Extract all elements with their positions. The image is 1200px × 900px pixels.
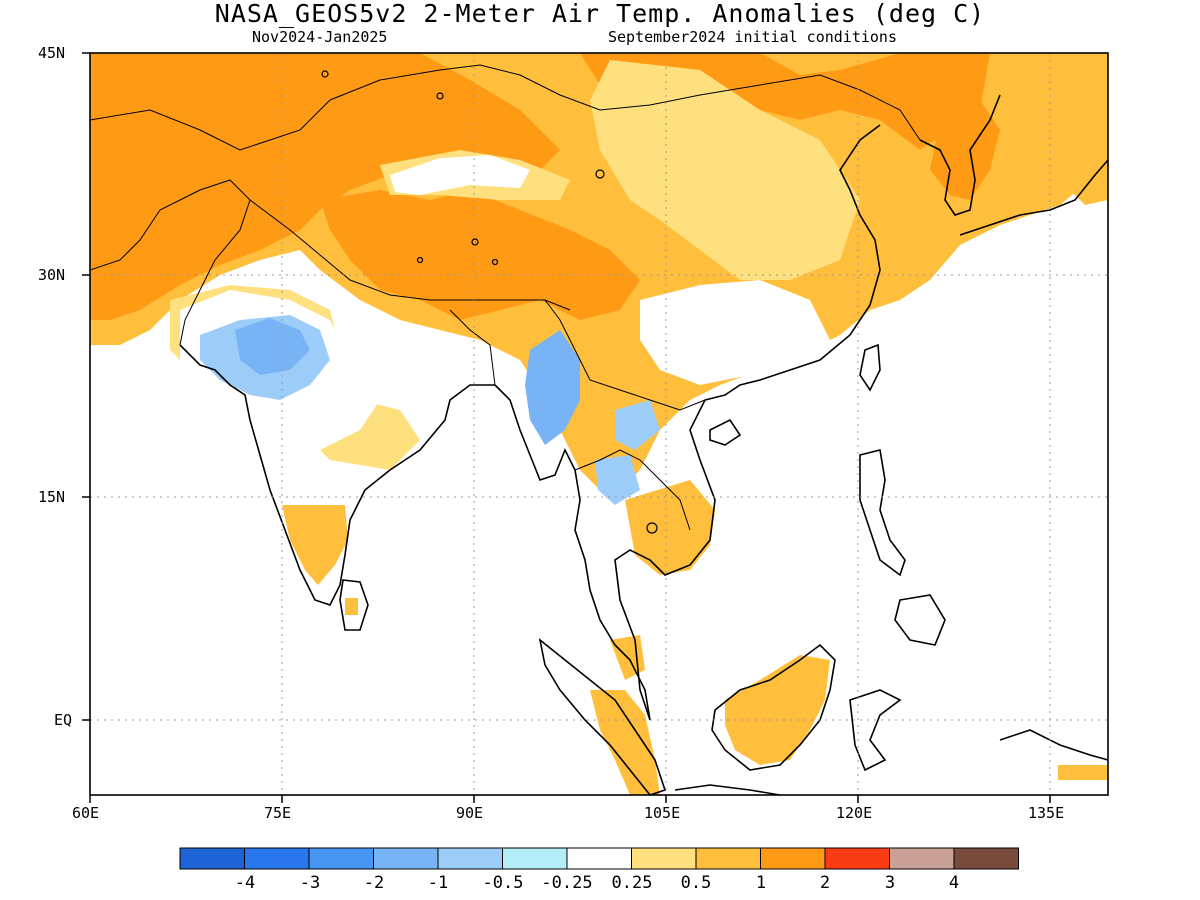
colorbar-label: -0.25 <box>541 873 593 893</box>
coastline-myanmar-thailand <box>494 384 651 721</box>
colorbar-swatch <box>244 847 310 870</box>
axis-ticks <box>82 52 1051 803</box>
colorbar-label: 4 <box>948 873 960 893</box>
colorbar-label: 3 <box>884 873 896 893</box>
initial-conditions: September2024 initial conditions <box>608 28 897 46</box>
lake-tibet-2 <box>416 256 424 264</box>
coastlines <box>179 94 1108 795</box>
coastline-mindanao <box>894 594 946 646</box>
colorbar-label: 1 <box>755 873 767 893</box>
coastline-sumatra <box>538 638 667 795</box>
colorbar-swatch <box>179 847 245 870</box>
anomaly-region-cool-thailand <box>595 455 640 505</box>
anomaly-region-strong-korea <box>930 100 1000 200</box>
anomaly-region-cool-laos <box>615 400 660 450</box>
colorbar-swatch <box>953 847 1019 870</box>
border-himalaya <box>249 199 571 311</box>
colorbar-swatch <box>760 847 826 870</box>
anomaly-region-warm-borneo <box>725 655 830 765</box>
colorbar-swatch <box>889 847 955 870</box>
lon-label-120e: 120E <box>836 804 873 822</box>
lake-tibet-1 <box>471 238 479 246</box>
colorbar-label: -1 <box>427 873 449 893</box>
border-myanmar-china <box>544 299 706 411</box>
colorbar-swatch <box>566 847 632 870</box>
anomaly-region-warm-cambodia <box>625 480 715 575</box>
anomaly-region-cool-myanmar <box>525 330 580 445</box>
lon-label-60e: 60E <box>72 804 100 822</box>
country-borders <box>90 64 921 531</box>
lon-label-135e: 135E <box>1028 804 1065 822</box>
colorbar-label: -0.5 <box>482 873 524 893</box>
anomaly-region-colder-india <box>235 318 310 375</box>
border-iran <box>90 179 251 271</box>
coastline-japan <box>959 159 1108 236</box>
coastline-borneo <box>711 643 836 771</box>
colorbar-label: 0.5 <box>680 873 712 893</box>
map-frame <box>89 52 1109 796</box>
colorbar-swatch <box>824 847 890 870</box>
anomaly-region-warm-png <box>1058 765 1108 780</box>
lake-balkhash <box>321 70 329 78</box>
colorbar-swatch <box>631 847 697 870</box>
colorbar-label: 0.25 <box>611 873 653 893</box>
colorbar-label: -2 <box>363 873 385 893</box>
coastline-taiwan <box>859 343 881 392</box>
coastline-indochina <box>614 124 881 721</box>
colorbar <box>179 847 1019 870</box>
border-indochina-internal <box>574 449 691 531</box>
coastline-korea <box>919 94 1001 216</box>
lat-label-45n: 45N <box>38 44 66 62</box>
title: NASA_GEOS5v2 2-Meter Air Temp. Anomalies… <box>214 0 986 28</box>
lake-baikal-area <box>436 92 444 100</box>
lakes-and-islands <box>321 70 658 534</box>
graticule <box>90 53 1108 795</box>
lat-label-30n: 30N <box>38 266 66 284</box>
anomaly-region-weak-china <box>590 60 860 280</box>
lon-label-75e: 75E <box>264 804 292 822</box>
lon-label-90e: 90E <box>456 804 484 822</box>
colorbar-swatch <box>695 847 761 870</box>
lon-label-105e: 105E <box>644 804 681 822</box>
anomaly-region-strong-sri-lanka <box>345 598 358 615</box>
coastline-java <box>674 784 781 795</box>
lat-label-eq: EQ <box>54 711 73 729</box>
anomaly-region-neutral-tibet <box>390 155 530 195</box>
colorbar-label: 2 <box>819 873 831 893</box>
anomaly-region-warm-south-india <box>282 505 348 585</box>
lat-label-15n: 15N <box>38 488 66 506</box>
lake-tibet-3 <box>491 258 499 266</box>
anomaly-region-neutral-south-china <box>640 280 830 385</box>
border-bangladesh <box>449 309 496 386</box>
lake-tonle-sap <box>646 522 658 534</box>
anomaly-region-warm-japan <box>1070 155 1108 205</box>
forecast-period: Nov2024-Jan2025 <box>252 28 388 46</box>
colorbar-label: -3 <box>299 873 321 893</box>
coastline-hainan <box>709 418 742 446</box>
colorbar-swatch <box>308 847 374 870</box>
anomaly-field <box>90 53 1108 795</box>
colorbar-swatch <box>502 847 568 870</box>
lake-qinghai <box>595 169 605 179</box>
coastline-sri-lanka <box>339 579 369 631</box>
anomaly-region-strong-tibet <box>320 190 640 320</box>
coastline-luzon <box>859 449 906 577</box>
border-central-asia <box>90 99 331 151</box>
colorbar-swatch <box>437 847 503 870</box>
border-india-pakistan <box>179 199 251 346</box>
colorbar-label: -4 <box>234 873 256 893</box>
border-china-north <box>329 64 921 141</box>
coastline-new-guinea <box>999 729 1108 761</box>
coastline-india <box>179 344 495 606</box>
colorbar-swatch <box>373 847 439 870</box>
anomaly-region-strong-west <box>90 53 560 320</box>
anomaly-region-warm-sumatra <box>590 690 660 795</box>
